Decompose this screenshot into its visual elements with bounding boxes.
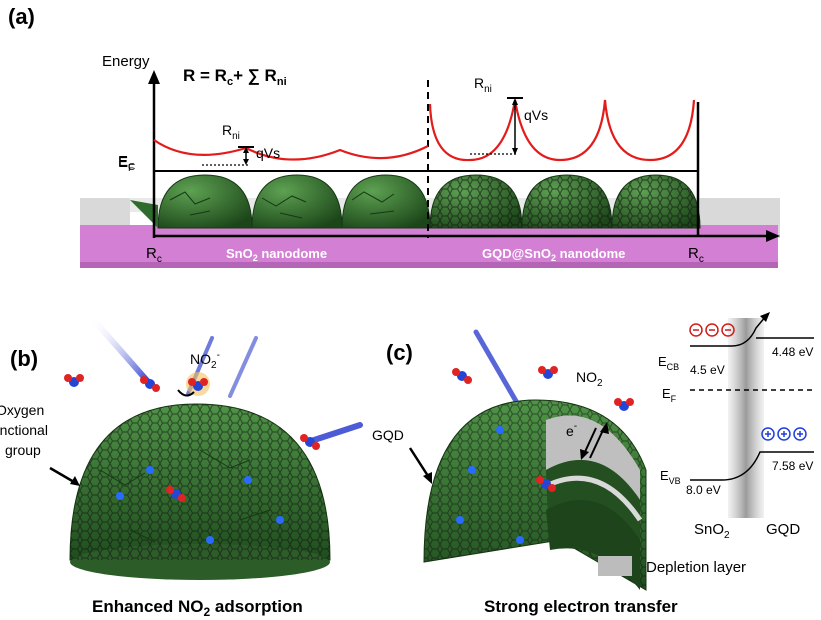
atom-dot — [516, 536, 524, 544]
no2-label: NO2 — [576, 369, 603, 389]
rc-label-left: Rc — [146, 245, 162, 265]
energy-axis-arrow — [148, 70, 160, 84]
ec-label: EC — [118, 153, 135, 173]
gqd-pattern-1 — [430, 175, 522, 228]
oxygen-group-arrowhead — [70, 476, 80, 486]
sno2-nanodome-label: SnO2 nanodome — [226, 246, 327, 263]
panel-a-label: (a) — [8, 4, 35, 29]
substrate-edge — [80, 262, 778, 268]
dome-b-gqd-pattern — [70, 404, 330, 560]
gas-beam-4 — [305, 422, 363, 445]
oxygen-label-line-3: group — [5, 442, 41, 458]
electron-arrowhead-down — [580, 449, 589, 460]
no2-minus-label: NO2- — [190, 350, 220, 371]
conduction-band-line — [690, 315, 767, 347]
dome-c-inner-shell — [546, 500, 640, 590]
gqd-label: GQD — [372, 427, 404, 443]
position-axis-arrow — [766, 230, 780, 242]
rc-label-right: Rc — [688, 245, 704, 265]
depletion-strip — [544, 475, 643, 522]
ev-7-58-label: 7.58 eV — [772, 459, 813, 473]
no2-molecule-c4 — [536, 476, 556, 492]
ef-label-c: EF — [662, 386, 677, 404]
gqd-pattern-3 — [612, 175, 700, 228]
evb-label: EVB — [660, 468, 681, 486]
rni-label-left: Rni — [222, 122, 240, 142]
atom-dot — [244, 476, 252, 484]
panel-b-label: (b) — [10, 346, 39, 371]
ev-8-0-label: 8.0 eV — [686, 483, 721, 497]
no2-molecule-c1 — [538, 366, 558, 379]
depletion-legend-swatch — [598, 556, 632, 576]
qvs-arrowhead-up-right — [512, 98, 518, 105]
gqd-pointer — [408, 447, 430, 477]
qvs-arrowhead-up-left — [243, 147, 249, 153]
no2-molecule-right — [300, 434, 320, 450]
dome-b-cracks — [99, 449, 271, 543]
sno2-dome-3 — [341, 174, 431, 229]
atom-dot — [496, 426, 504, 434]
qvs-label-right: qVs — [524, 107, 548, 123]
no2-molecule-c3 — [614, 398, 634, 411]
valence-band-line — [690, 451, 814, 481]
gqd-band-label: GQD — [766, 521, 800, 538]
resistance-equation: R = Rc+ ∑ Rni — [183, 66, 287, 88]
no2-molecule-c2 — [452, 368, 472, 384]
rni-label-right: Rni — [474, 75, 492, 95]
electron-arrowhead-up — [600, 422, 609, 434]
ecb-label: ECB — [658, 354, 679, 372]
gqd-nanodome-label: GQD@SnO2 nanodome — [482, 246, 625, 263]
no2-molecule — [64, 374, 84, 387]
no2-anion-molecule — [188, 378, 208, 391]
panel-a-diagram: Energy R = Rc+ ∑ Rni EC EF Rni qVs Rni q… — [80, 53, 780, 268]
ef-label: EF — [118, 154, 134, 174]
gas-beam-3 — [228, 336, 258, 398]
band-curve-gqd — [428, 99, 696, 162]
electron-arrow-down — [583, 427, 597, 455]
atom-dot — [456, 516, 464, 524]
substrate-layer — [80, 225, 778, 265]
atom-dot — [206, 536, 214, 544]
oxygen-label-line-1: Oxygen — [0, 402, 44, 418]
panel-b-caption: Enhanced NO2 adsorption — [92, 597, 303, 619]
sno2-dome-1 — [157, 174, 253, 229]
electron-symbols — [689, 323, 735, 337]
dome-left-edge — [130, 200, 158, 228]
depletion-region-cut — [546, 415, 640, 500]
qvs-arrowhead-down-left — [243, 159, 249, 165]
panel-b-diagram: NO2- Oxygen functional group Enhanced NO… — [0, 315, 363, 619]
gqd-pattern-2 — [522, 175, 612, 228]
qvs-label-left: qVs — [256, 145, 280, 161]
atom-dot — [116, 492, 124, 500]
ev-4-5-label: 4.5 eV — [690, 363, 725, 377]
atom-dot — [146, 466, 154, 474]
qvs-arrowhead-down-right — [512, 148, 518, 155]
gas-beam-c1 — [473, 329, 523, 411]
gqd-arrowhead — [423, 472, 432, 484]
junction-gray-bar — [728, 318, 764, 518]
sno2-dome-2 — [251, 174, 343, 229]
sno2-band-label: SnO2 — [694, 521, 730, 541]
ev-4-48-label: 4.48 eV — [772, 345, 813, 359]
band-curve-sno2 — [153, 139, 429, 161]
energy-label: Energy — [102, 53, 150, 70]
hole-symbols — [761, 427, 807, 441]
cb-arrowhead — [760, 312, 770, 322]
electron-arrow-up — [589, 427, 605, 459]
charge-transfer-arrow — [177, 389, 195, 397]
embedded-no2 — [166, 486, 186, 502]
gas-beam-1 — [89, 315, 153, 387]
oxygen-label-line-2: functional — [0, 422, 48, 438]
atom-dot — [276, 516, 284, 524]
panel-c-diagram: GQD NO2 e- ECB 4.5 eV 4.48 eV EF EVB 8.0… — [372, 312, 814, 616]
dome-cracks — [169, 191, 395, 219]
panel-c-caption: Strong electron transfer — [484, 597, 678, 616]
oxygen-group-pointer — [49, 466, 75, 484]
depletion-legend-label: Depletion layer — [646, 559, 746, 576]
electron-label: e- — [566, 421, 577, 439]
atom-dot — [468, 466, 476, 474]
panel-c-label: (c) — [386, 340, 413, 365]
adsorbed-no2-molecule — [140, 376, 160, 392]
